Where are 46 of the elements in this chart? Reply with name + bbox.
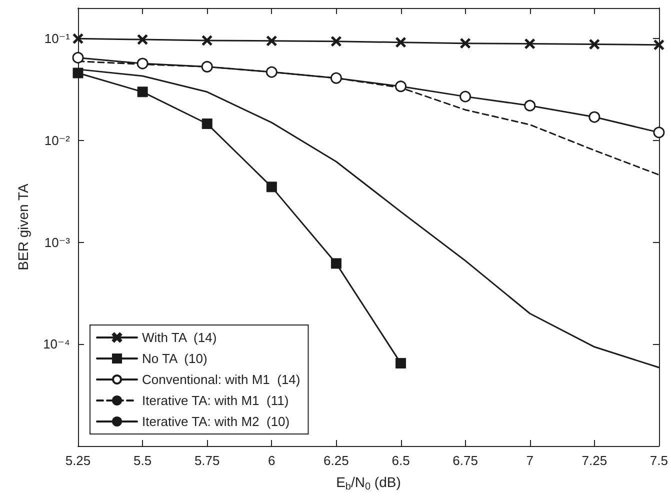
point [266,36,277,46]
x-tick-label: 6 [268,453,276,468]
y-tick-label: 10⁻³ [44,234,71,250]
point [654,40,664,50]
x-tick-label: 6.25 [324,453,349,468]
legend-label: No TA (10) [142,351,208,366]
x-tick-label: 5.25 [65,453,91,468]
point [72,68,84,78]
point [266,66,278,78]
point [589,39,600,50]
x-tick-label: 7.25 [582,453,608,468]
point [72,52,84,64]
x-tick-label: 6.5 [392,453,410,468]
point [202,118,212,130]
point [524,100,536,112]
point [588,111,600,123]
point [201,60,213,72]
point [330,72,342,84]
point [396,37,406,48]
point [396,358,406,368]
x-tick-label: 6.75 [452,453,478,468]
point [460,90,472,102]
point [266,182,277,192]
point [330,36,342,47]
point [136,58,148,70]
y-tick-label: 10⁻⁴ [43,336,70,352]
point [395,80,407,92]
legend-label: Iterative TA: with M2 (10) [142,414,290,429]
legend-label: Iterative TA: with M1 (11) [142,393,289,408]
point [524,38,536,50]
point [137,34,148,45]
x-tick-label: 5.75 [194,453,220,468]
point [330,258,342,269]
y-axis-title: BER given TA [15,183,31,270]
point [460,38,471,49]
point [202,35,212,46]
legend-label: Conventional: with M1 (14) [142,372,300,387]
legend-label: With TA (14) [142,330,217,345]
y-tick-label: 10⁻¹ [44,31,71,46]
x-tick-label: 5.5 [134,453,152,468]
point [72,33,84,44]
x-tick-label: 7 [526,453,534,468]
point [653,126,665,138]
y-tick-label: 10⁻² [44,132,71,148]
x-tick-label: 7.5 [650,453,668,468]
point [137,86,148,98]
